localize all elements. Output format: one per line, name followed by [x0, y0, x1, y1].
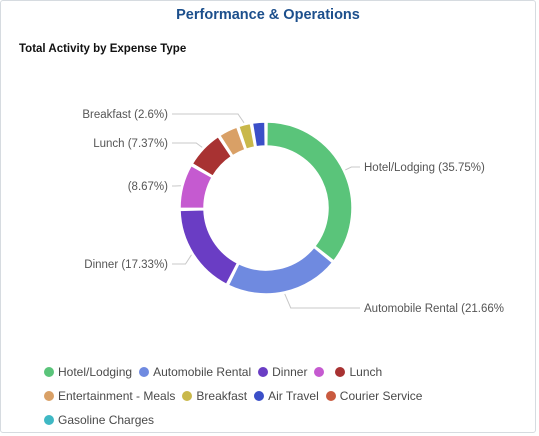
- legend-item[interactable]: Automobile Rental: [139, 360, 251, 384]
- data-label: Hotel/Lodging (35.75%): [364, 162, 485, 174]
- legend-row: Hotel/Lodging Automobile Rental Dinner Lunc…: [44, 360, 514, 384]
- donut-slice-hotel-lodging[interactable]: [265, 121, 353, 263]
- donut-slice-courier-service[interactable]: [251, 121, 267, 148]
- legend-item[interactable]: Entertainment - Meals: [44, 384, 175, 408]
- legend-row: Gasoline Charges: [44, 408, 514, 432]
- legend-marker-icon: [182, 391, 193, 401]
- legend-label: Air Travel: [268, 389, 319, 403]
- legend-row: Entertainment - Meals Breakfast Air Travel…: [44, 384, 514, 408]
- legend-label: Gasoline Charges: [58, 413, 155, 427]
- legend-marker-icon: [139, 367, 150, 377]
- legend-marker-icon: [314, 367, 325, 377]
- legend-item[interactable]: Air Travel: [254, 384, 319, 408]
- legend-marker-icon: [258, 367, 269, 377]
- data-label: Lunch (7.37%): [93, 138, 168, 150]
- chart-title: Total Activity by Expense Type: [19, 43, 187, 55]
- donut-slice-dinner[interactable]: [179, 208, 239, 286]
- legend-label: Hotel/Lodging: [58, 365, 133, 379]
- donut-slice-automobile-rental[interactable]: [227, 246, 334, 295]
- legend-label: Dinner: [272, 365, 308, 379]
- label-connector: [172, 113, 245, 124]
- chart-legend: Hotel/Lodging Automobile Rental Dinner Lunc…: [44, 360, 514, 432]
- legend-marker-icon: [335, 367, 346, 377]
- label-connector: [345, 166, 360, 171]
- legend-item[interactable]: [314, 360, 328, 384]
- legend-label: Courier Service: [339, 389, 423, 403]
- legend-label: Automobile Rental: [153, 365, 252, 379]
- label-connector: [172, 254, 192, 265]
- legend-label: Breakfast: [196, 389, 248, 403]
- legend-marker-icon: [325, 391, 336, 401]
- legend-item[interactable]: Lunch: [335, 360, 382, 384]
- legend-label: Lunch: [349, 365, 383, 379]
- legend-item[interactable]: Breakfast: [182, 384, 247, 408]
- data-label: Breakfast (2.6%): [82, 109, 168, 121]
- legend-item[interactable]: Courier Service: [325, 384, 423, 408]
- legend-marker-icon: [44, 415, 54, 425]
- legend-marker-icon: [44, 391, 54, 401]
- legend-marker-icon: [254, 391, 265, 401]
- donut-slice-air-travel[interactable]: [237, 122, 256, 151]
- label-connector: [172, 142, 203, 148]
- data-label: Automobile Rental (21.66%: [364, 303, 504, 315]
- legend-item[interactable]: Hotel/Lodging: [44, 360, 132, 384]
- donut-slice-breakfast[interactable]: [218, 126, 246, 157]
- legend-marker-icon: [44, 367, 54, 377]
- card-title: Performance & Operations: [176, 7, 360, 23]
- donut-slice-lunch[interactable]: [179, 164, 214, 210]
- legend-label: Entertainment - Meals: [58, 389, 176, 403]
- legend-item[interactable]: Gasoline Charges: [44, 408, 154, 432]
- label-connector: [284, 293, 360, 309]
- data-label: (8.67%): [128, 181, 168, 193]
- legend-item[interactable]: Dinner: [258, 360, 307, 384]
- data-label: Dinner (17.33%): [84, 259, 168, 271]
- donut-slice-entertainment-meals[interactable]: [191, 135, 233, 178]
